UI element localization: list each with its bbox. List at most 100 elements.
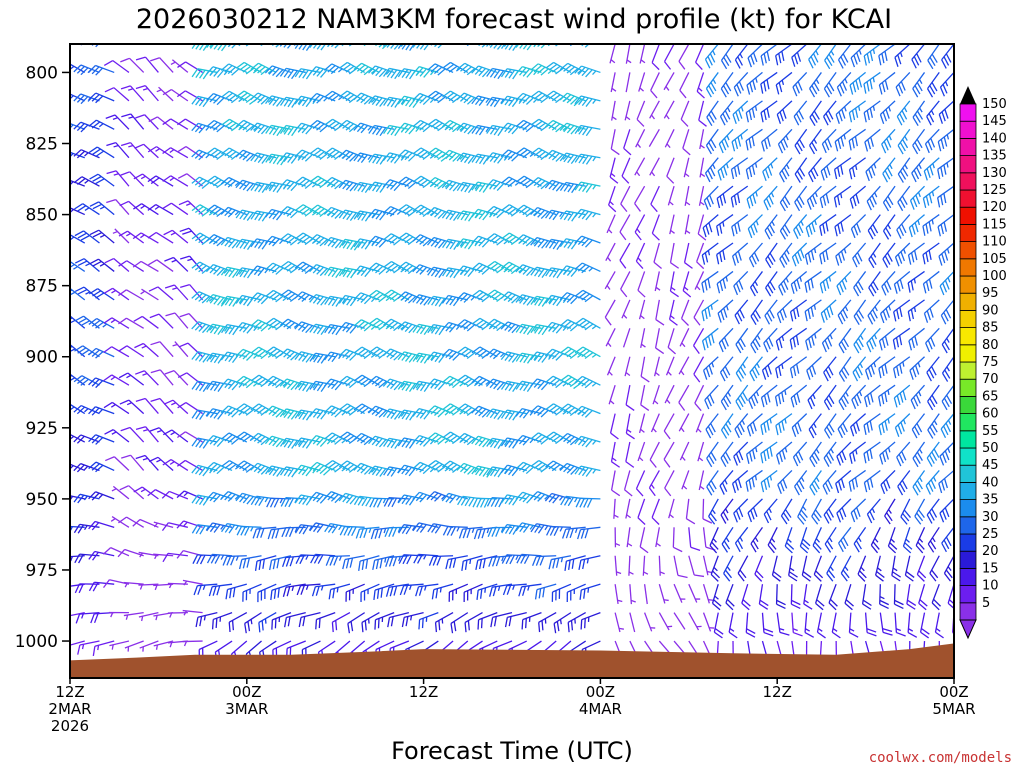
credit-text: coolwx.com/models xyxy=(869,750,1012,766)
wind-barb xyxy=(238,555,262,570)
wind-barb xyxy=(894,44,911,67)
x-tick-label: 12Z xyxy=(55,683,84,701)
wind-barb xyxy=(70,469,71,471)
wind-barb xyxy=(279,348,306,361)
wind-barb xyxy=(663,72,675,91)
wind-barb xyxy=(863,71,881,94)
wind-barb xyxy=(664,470,675,497)
wind-barb xyxy=(919,612,930,639)
colorbar-label: 125 xyxy=(982,183,1007,198)
wind-barb xyxy=(779,185,793,212)
wind-barb xyxy=(434,612,454,633)
wind-barb xyxy=(939,498,954,523)
colorbar-swatch xyxy=(959,223,977,242)
wind-barb xyxy=(927,384,940,411)
wind-barb xyxy=(763,327,778,353)
wind-barb xyxy=(456,319,483,332)
wind-barb xyxy=(191,44,218,51)
wind-barb xyxy=(882,214,896,240)
wind-barb xyxy=(819,270,837,294)
wind-barb xyxy=(652,384,660,405)
wind-barb xyxy=(70,373,86,386)
x-tick-label: 3MAR xyxy=(225,700,268,718)
wind-barb xyxy=(177,61,203,73)
wind-barb xyxy=(637,498,646,525)
wind-barb xyxy=(132,260,159,273)
wind-barb xyxy=(191,68,218,80)
wind-barb xyxy=(310,553,336,564)
wind-barb xyxy=(279,179,306,192)
wind-barb xyxy=(809,100,822,127)
wind-barb xyxy=(704,157,719,183)
wind-barb xyxy=(848,100,866,123)
wind-barb xyxy=(578,555,601,570)
wind-barb xyxy=(382,205,410,217)
wind-barb xyxy=(863,100,881,123)
colorbar-swatch xyxy=(959,344,977,363)
wind-barb xyxy=(471,435,498,448)
wind-barb xyxy=(70,384,71,386)
wind-barb xyxy=(837,413,852,439)
wind-barb xyxy=(205,263,233,277)
wind-barb xyxy=(548,555,572,570)
wind-barb xyxy=(191,149,218,161)
wind-barb xyxy=(635,470,646,497)
wind-barb xyxy=(702,612,715,632)
wind-barb xyxy=(397,176,424,189)
wind-barb xyxy=(73,523,100,534)
colorbar-label: 65 xyxy=(982,389,999,404)
wind-barb xyxy=(713,612,724,639)
wind-barb xyxy=(118,289,144,301)
x-tick-label: 4MAR xyxy=(579,700,622,718)
wind-barb xyxy=(823,100,837,126)
wind-barb xyxy=(89,229,115,244)
wind-barb xyxy=(74,230,100,244)
wind-barb xyxy=(669,271,679,298)
wind-barb xyxy=(780,498,793,525)
x-tick-label: 2MAR xyxy=(48,700,91,718)
wind-barb xyxy=(530,177,557,190)
colorbar-label: 80 xyxy=(982,338,999,353)
wind-barb xyxy=(250,210,277,222)
wind-barb xyxy=(649,441,660,468)
wind-barb xyxy=(749,356,763,382)
wind-barb xyxy=(655,299,665,326)
wind-barb xyxy=(147,489,174,500)
wind-barb xyxy=(679,72,690,99)
wind-barb xyxy=(257,583,277,603)
wind-barb xyxy=(716,270,734,294)
wind-barb xyxy=(716,214,734,236)
wind-barb xyxy=(891,555,902,582)
wind-barb xyxy=(658,612,673,631)
wind-barb xyxy=(625,72,631,93)
wind-barb xyxy=(668,299,678,326)
wind-barb xyxy=(760,71,778,94)
wind-barb xyxy=(678,44,690,70)
wind-barb xyxy=(667,185,675,206)
wind-barb xyxy=(235,149,262,162)
wind-barb xyxy=(746,71,763,95)
wind-barb xyxy=(834,214,852,237)
wind-barb xyxy=(518,583,542,597)
wind-barb xyxy=(191,321,218,334)
wind-barb xyxy=(663,44,675,70)
wind-barb xyxy=(531,555,557,566)
wind-barb xyxy=(643,612,656,632)
wind-barb xyxy=(397,261,424,275)
wind-barb xyxy=(206,352,233,364)
wind-barb xyxy=(309,264,336,277)
wind-barb xyxy=(545,375,572,389)
wind-barb xyxy=(882,242,896,268)
wind-barb xyxy=(353,92,380,105)
wind-barb xyxy=(282,555,306,568)
wind-barb xyxy=(222,555,247,566)
wind-barb xyxy=(697,214,707,241)
wind-barb xyxy=(651,44,660,71)
wind-barb xyxy=(605,328,616,347)
wind-barb xyxy=(383,96,409,108)
wind-barb xyxy=(863,413,881,435)
wind-barb xyxy=(745,128,763,151)
wind-barb xyxy=(745,441,763,464)
x-axis-label: Forecast Time (UTC) xyxy=(391,737,633,765)
wind-barb xyxy=(761,128,778,152)
